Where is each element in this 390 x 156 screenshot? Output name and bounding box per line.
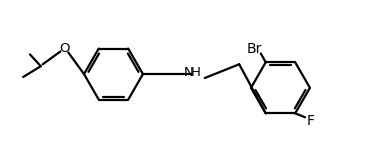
Text: N: N (184, 66, 194, 79)
Text: F: F (307, 114, 315, 128)
Text: O: O (59, 42, 70, 55)
Text: H: H (191, 66, 201, 79)
Text: Br: Br (246, 41, 262, 56)
